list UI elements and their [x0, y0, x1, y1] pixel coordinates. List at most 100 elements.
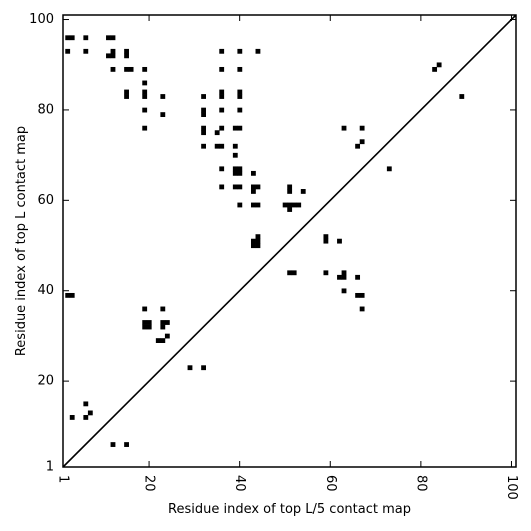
contact-cell: [359, 306, 365, 312]
contact-cell: [142, 66, 148, 72]
contact-cell: [323, 234, 329, 240]
contact-cell: [237, 184, 243, 190]
y-axis-label: Residue index of top L contact map: [14, 126, 29, 356]
contact-cell: [69, 35, 75, 41]
contact-cell: [160, 94, 166, 99]
contact-cell: [296, 202, 302, 208]
contact-cell: [232, 166, 238, 172]
contact-cell: [341, 274, 347, 280]
contact-cell: [124, 48, 129, 54]
contact-cell: [106, 35, 111, 41]
contact-cell: [142, 89, 148, 95]
contact-cell: [110, 66, 116, 72]
contact-cell: [287, 189, 293, 194]
contact-cell: [201, 125, 206, 131]
x-tick-label: 1: [56, 475, 71, 483]
contact-cell: [359, 292, 365, 298]
contact-cell: [237, 48, 243, 54]
contact-cell: [142, 320, 148, 325]
y-tick-label: 100: [29, 12, 54, 27]
contact-cell: [432, 66, 438, 72]
contact-cell: [232, 152, 238, 158]
contact-cell: [219, 143, 225, 149]
contact-cell: [250, 243, 256, 249]
contact-cell: [255, 238, 261, 244]
contact-cell: [255, 48, 261, 54]
contact-cell: [69, 292, 75, 298]
contact-cell: [323, 270, 329, 276]
contact-cell: [83, 35, 89, 41]
contact-cell: [128, 66, 134, 72]
contact-cell: [237, 89, 243, 95]
contact-cell: [359, 139, 365, 145]
contact-cell: [300, 189, 306, 194]
contact-cell: [160, 320, 166, 325]
contact-cell: [142, 80, 148, 86]
contact-cell: [201, 107, 206, 113]
contact-cell: [160, 306, 166, 312]
y-tick-label: 20: [37, 374, 54, 389]
contact-cell: [69, 415, 75, 420]
x-tick-label: 60: [323, 475, 338, 492]
y-axis: 1 20 40 60 80 100: [29, 12, 516, 475]
y-tick-label: 40: [37, 283, 54, 298]
contact-cell: [124, 89, 129, 95]
contact-cell: [83, 48, 89, 54]
x-tick-label: 80: [413, 475, 428, 492]
contact-cell: [219, 125, 225, 131]
x-tick-label: 100: [504, 475, 519, 500]
contact-cell: [219, 48, 225, 54]
contact-cell: [341, 270, 347, 276]
contact-cell: [250, 189, 256, 194]
contact-cell: [255, 234, 261, 240]
y-tick-label: 60: [37, 193, 54, 208]
contact-cell: [355, 143, 361, 149]
contact-cell: [255, 243, 261, 249]
contact-cell: [359, 125, 365, 131]
contact-cell: [146, 320, 152, 325]
contact-cell: [160, 338, 166, 343]
contact-cell: [142, 324, 148, 330]
contact-cell: [232, 170, 238, 176]
contact-cell: [201, 365, 206, 371]
contact-cell: [164, 333, 170, 339]
contact-cell: [323, 238, 329, 244]
contact-cell: [219, 107, 225, 113]
contact-cell: [201, 143, 206, 149]
contact-cell: [110, 48, 116, 54]
contact-cell: [287, 184, 293, 190]
contact-cell: [201, 94, 206, 99]
contact-cell: [255, 202, 261, 208]
x-tick-label: 20: [142, 475, 157, 492]
contact-cells: [65, 35, 465, 447]
contact-cell: [87, 410, 93, 416]
contact-cell: [160, 324, 166, 330]
contact-cell: [124, 66, 129, 72]
contact-cell: [291, 202, 297, 208]
contact-cell: [65, 35, 71, 41]
contact-cell: [201, 112, 206, 117]
contact-cell: [214, 143, 220, 149]
contact-cell: [219, 89, 225, 95]
contact-cell: [287, 270, 293, 276]
contact-cell: [106, 53, 111, 59]
contact-cell: [142, 94, 148, 99]
y-tick-label: 80: [37, 102, 54, 117]
contact-cell: [250, 202, 256, 208]
contact-cell: [219, 94, 225, 99]
contact-cell: [250, 238, 256, 244]
contact-cell: [237, 125, 243, 131]
contact-cell: [83, 401, 89, 407]
contact-cell: [219, 166, 225, 172]
contact-cell: [164, 320, 170, 325]
contact-cell: [232, 184, 238, 190]
contact-cell: [355, 274, 361, 280]
contact-cell: [110, 53, 116, 59]
contact-cell: [341, 288, 347, 294]
y-tick-label: 1: [46, 460, 54, 475]
contact-cell: [386, 166, 392, 172]
contact-cell: [341, 125, 347, 131]
contact-cell: [237, 94, 243, 99]
contact-cell: [142, 306, 148, 312]
